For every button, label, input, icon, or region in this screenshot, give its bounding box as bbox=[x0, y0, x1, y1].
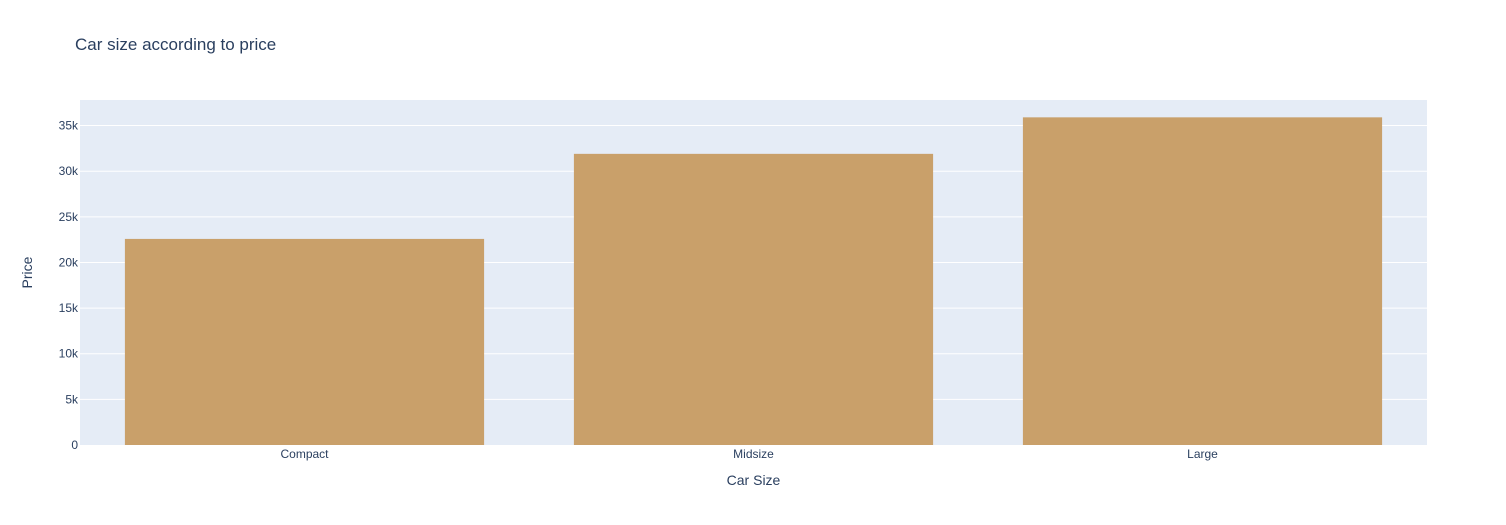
x-tick-label: Compact bbox=[280, 447, 329, 461]
bar-compact[interactable] bbox=[124, 238, 485, 445]
y-axis-title: Price bbox=[19, 256, 35, 288]
y-tick-label: 30k bbox=[59, 164, 79, 178]
x-tick-label: Large bbox=[1187, 447, 1218, 461]
y-axis-ticks: 0 5k 10k 15k 20k 25k 30k 35k bbox=[59, 119, 79, 452]
y-tick-label: 10k bbox=[59, 347, 79, 361]
y-tick-label: 25k bbox=[59, 210, 79, 224]
chart-title: Car size according to price bbox=[75, 35, 276, 54]
y-tick-label: 35k bbox=[59, 119, 79, 133]
y-tick-label: 20k bbox=[59, 255, 79, 269]
x-axis-title: Car Size bbox=[727, 472, 781, 488]
bar-midsize[interactable] bbox=[573, 153, 934, 445]
y-tick-label: 15k bbox=[59, 301, 79, 315]
x-axis-ticks: Compact Midsize Large bbox=[280, 447, 1218, 461]
y-tick-label: 5k bbox=[65, 392, 79, 406]
bars bbox=[124, 117, 1383, 445]
y-tick-label: 0 bbox=[71, 438, 78, 452]
bar-large[interactable] bbox=[1022, 117, 1383, 445]
x-tick-label: Midsize bbox=[733, 447, 774, 461]
